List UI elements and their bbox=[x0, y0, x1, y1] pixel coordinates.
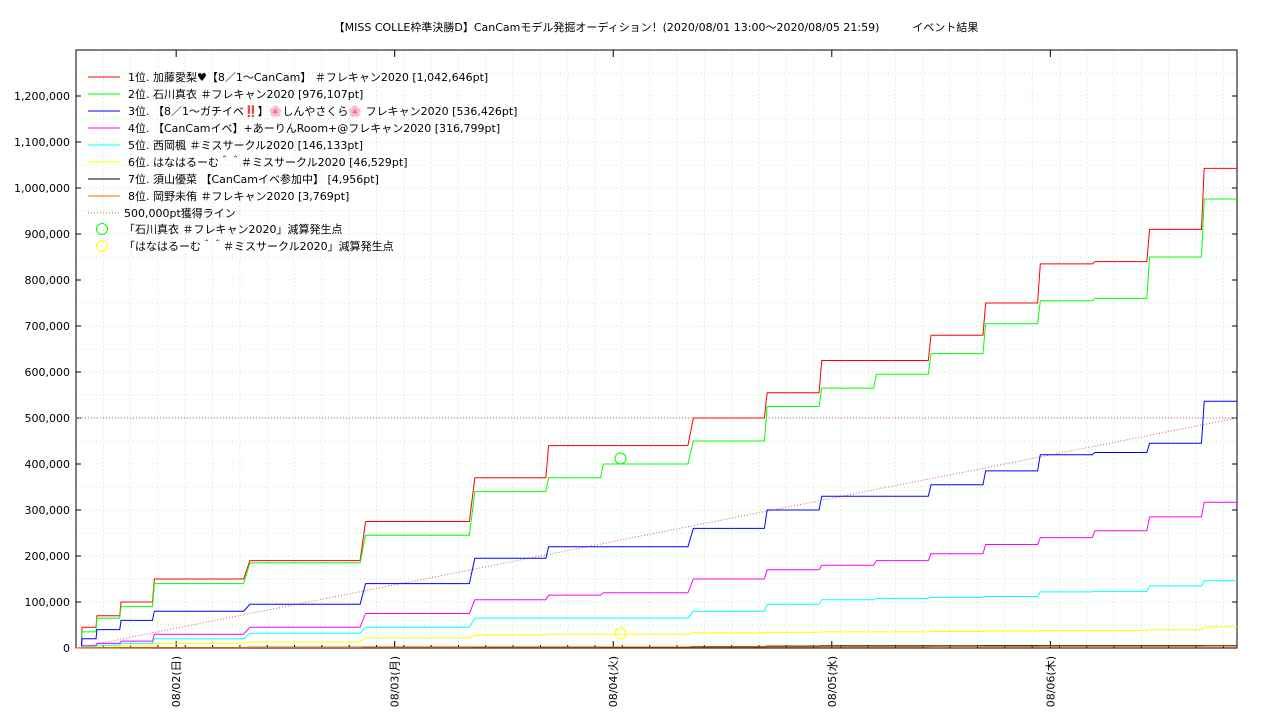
legend-label-6: 6位. はなはるーむ＾＾＃ミスサークル2020 [46,529pt] bbox=[128, 154, 408, 169]
x-tick-label: 08/05(水) bbox=[826, 656, 839, 707]
y-tick-label: 600,000 bbox=[25, 366, 71, 379]
series-line-2 bbox=[76, 198, 1237, 649]
legend-label-reference: 500,000pt獲得ライン bbox=[124, 207, 236, 220]
legend-label-1: 1位. 加藤愛梨♥【8／1〜CanCam】 ＃フレキャン2020 [1,042,… bbox=[128, 70, 488, 84]
y-tick-label: 200,000 bbox=[25, 550, 71, 563]
legend-marker-label-1: 「石川真衣 ＃フレキャン2020」減算発生点 bbox=[124, 222, 343, 236]
legend-marker-1 bbox=[96, 223, 108, 235]
y-tick-label: 900,000 bbox=[25, 228, 71, 241]
reference-line bbox=[75, 417, 1238, 649]
series-line-5 bbox=[76, 580, 1237, 649]
legend-label-2: 2位. 石川真衣 ＃フレキャン2020 [976,107pt] bbox=[128, 87, 363, 101]
legend-label-4: 4位. 【CanCamイベ】+あーりんRoom+@フレキャン2020 [316,… bbox=[128, 121, 500, 135]
plot-area bbox=[75, 49, 1238, 649]
y-tick-label: 100,000 bbox=[25, 596, 71, 609]
y-tick-label: 300,000 bbox=[25, 504, 71, 517]
legend-label-5: 5位. 西岡楓 ＃ミスサークル2020 [146,133pt] bbox=[128, 138, 363, 152]
series-line-3 bbox=[76, 400, 1237, 649]
y-tick-label: 700,000 bbox=[25, 320, 71, 333]
y-tick-label: 1,100,000 bbox=[14, 136, 70, 149]
x-tick-label: 08/02(日) bbox=[170, 656, 183, 707]
legend-label-7: 7位. 須山優菜 【CanCamイベ参加中】 [4,956pt] bbox=[128, 172, 379, 186]
y-tick-label: 1,000,000 bbox=[14, 182, 70, 195]
series-line-6 bbox=[76, 626, 1237, 649]
y-tick-label: 400,000 bbox=[25, 458, 71, 471]
y-tick-label: 500,000 bbox=[25, 412, 71, 425]
x-tick-label: 08/03(月) bbox=[389, 656, 402, 707]
series-line-8 bbox=[76, 645, 1237, 649]
legend-label-8: 8位. 岡野未侑 ＃フレキャン2020 [3,769pt] bbox=[128, 189, 349, 203]
x-tick-label: 08/06(木) bbox=[1044, 656, 1057, 707]
series-line-1 bbox=[76, 167, 1237, 649]
legend-marker-label-2: 「はなはるーむ＾＾＃ミスサークル2020」減算発生点 bbox=[124, 238, 394, 253]
decrease-marker-1 bbox=[614, 452, 627, 465]
x-tick-label: 08/04(火) bbox=[607, 656, 620, 707]
chart-title: 【MISS COLLE枠準決勝D】CanCamモデル発掘オーディション！(202… bbox=[333, 21, 979, 34]
y-tick-label: 800,000 bbox=[25, 274, 71, 287]
y-tick-label: 1,200,000 bbox=[14, 90, 70, 103]
legend-marker-2 bbox=[96, 240, 108, 252]
y-tick-label: 0 bbox=[63, 642, 70, 655]
series-line-4 bbox=[76, 501, 1237, 649]
decrease-marker-2 bbox=[614, 627, 627, 640]
legend-label-3: 3位. 【8／1〜ガチイベ‼️】🌸しんやさくら🌸 フレキャン2020 [536,… bbox=[128, 104, 517, 118]
